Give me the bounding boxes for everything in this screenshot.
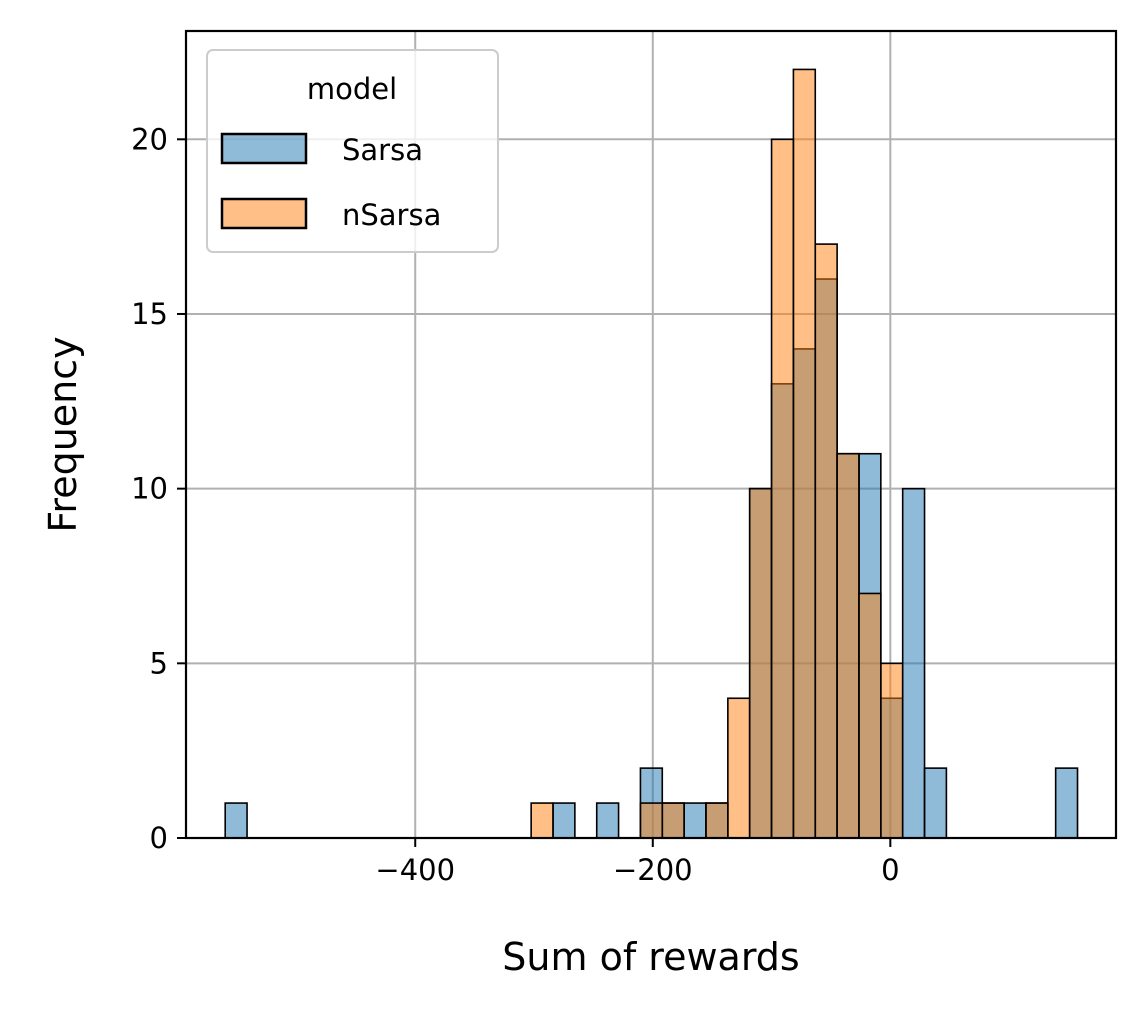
bar-nsarsa	[814, 243, 838, 839]
bar-nsarsa	[836, 452, 860, 839]
bar-nsarsa	[530, 802, 554, 839]
legend-label-sarsa: Sarsa	[342, 133, 423, 167]
bar-nsarsa	[661, 802, 685, 839]
legend: model Sarsa nSarsa	[206, 49, 499, 253]
plot-frame	[184, 29, 1118, 840]
bar-nsarsa	[748, 487, 773, 839]
y-tick-label: 15	[131, 297, 168, 331]
bar-sarsa	[1054, 767, 1079, 839]
legend-items: Sarsa nSarsa	[220, 132, 441, 232]
bar-sarsa	[683, 802, 707, 839]
bar-sarsa	[923, 767, 948, 839]
x-tick-label: −200	[613, 853, 693, 887]
bar-nsarsa	[858, 592, 882, 839]
y-tick-label: 5	[150, 646, 168, 680]
bar-nsarsa	[705, 802, 729, 839]
bar-nsarsa	[639, 802, 664, 839]
bar-nsarsa	[770, 138, 795, 839]
x-tick-label: 0	[881, 853, 899, 887]
x-tick-label: −400	[375, 853, 455, 887]
legend-label-nsarsa: nSarsa	[342, 198, 441, 232]
y-tick-label: 0	[150, 821, 168, 855]
histogram-bars	[224, 68, 1079, 839]
bar-sarsa	[901, 487, 926, 839]
legend-swatch-sarsa	[220, 132, 308, 165]
y-tick-label: 20	[131, 122, 168, 156]
bar-nsarsa	[727, 697, 751, 839]
axis-ticks: −400 −200 0 0 5 10 15 20	[131, 122, 899, 887]
bar-sarsa	[595, 802, 620, 839]
bar-nsarsa	[880, 662, 904, 839]
y-axis-label: Frequency	[41, 336, 85, 532]
series-nsarsa	[530, 68, 904, 839]
bar-nsarsa	[792, 68, 817, 839]
series-sarsa	[224, 278, 1079, 839]
legend-title: model	[307, 72, 397, 106]
x-axis-label: Sum of rewards	[502, 935, 799, 979]
legend-swatch-nsarsa	[220, 197, 308, 230]
bar-sarsa	[224, 802, 248, 839]
bar-sarsa	[552, 802, 576, 839]
y-tick-label: 10	[131, 472, 168, 506]
